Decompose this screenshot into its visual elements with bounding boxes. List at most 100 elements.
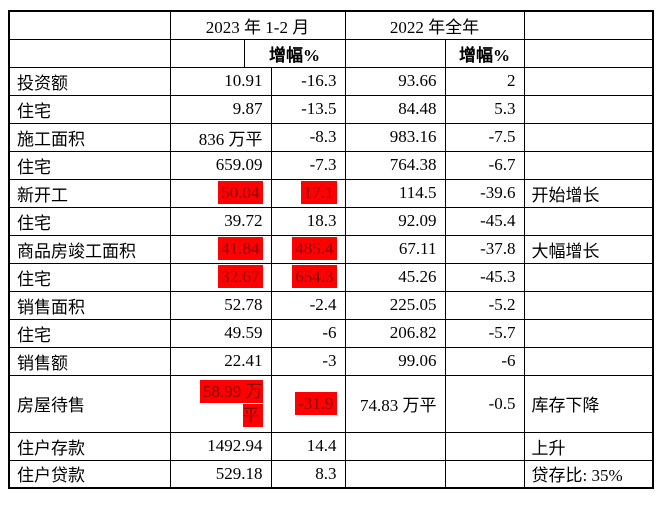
value-2023: 9.87 xyxy=(169,94,272,124)
growth-2023: -31.9 xyxy=(270,374,346,433)
growth-2023: 8.3 xyxy=(270,459,346,489)
growth-2023: -8.3 xyxy=(270,122,346,152)
value-2022: 74.83 万平 xyxy=(344,374,446,433)
value-2022: 92.09 xyxy=(344,206,446,236)
highlighted-value: 32.67 xyxy=(218,265,263,288)
header-row-periods: 2023 年 1-2 月 2022 年全年 xyxy=(8,10,654,40)
empty-cell xyxy=(523,38,654,68)
note xyxy=(523,290,654,320)
value-2022: 99.06 xyxy=(344,346,446,376)
row-label: 住宅 xyxy=(8,318,171,348)
growth-2023: 654.3 xyxy=(270,262,346,292)
value-2022: 983.16 xyxy=(344,122,446,152)
note: 库存下降 xyxy=(523,374,654,433)
table-row: 新开工 50.04 17.1 114.5 -39.6 开始增长 xyxy=(8,178,654,208)
growth-2022: 5.3 xyxy=(444,94,525,124)
row-label: 住宅 xyxy=(8,262,171,292)
highlighted-value: 17.1 xyxy=(300,181,337,204)
real-estate-stats-table: 2023 年 1-2 月 2022 年全年 增幅% 增幅% 投资额 10.91 … xyxy=(8,10,655,489)
growth-2023: 17.1 xyxy=(270,178,346,208)
row-label: 住宅 xyxy=(8,150,171,180)
growth-2023: -16.3 xyxy=(270,66,346,96)
growth-2022: -0.5 xyxy=(444,374,525,433)
table-row: 销售面积 52.78 -2.4 225.05 -5.2 xyxy=(8,290,654,320)
highlighted-value: 50.04 xyxy=(218,181,263,204)
note: 大幅增长 xyxy=(523,234,654,264)
table-row: 房屋待售 58.99 万平 -31.9 74.83 万平 -0.5 库存下降 xyxy=(8,374,654,433)
table-row: 销售额 22.41 -3 99.06 -6 xyxy=(8,346,654,376)
table-row: 住宅 49.59 -6 206.82 -5.7 xyxy=(8,318,654,348)
growth-2022: -37.8 xyxy=(444,234,525,264)
growth-2022: 2 xyxy=(444,66,525,96)
growth-2022: -45.4 xyxy=(444,206,525,236)
row-label: 销售额 xyxy=(8,346,171,376)
value-2022: 206.82 xyxy=(344,318,446,348)
note xyxy=(523,206,654,236)
growth-2023: 14.4 xyxy=(270,431,346,461)
note: 开始增长 xyxy=(523,178,654,208)
note xyxy=(523,262,654,292)
row-label: 住户存款 xyxy=(8,431,171,461)
value-2023: 1492.94 xyxy=(169,431,272,461)
note xyxy=(523,318,654,348)
note-header-cell xyxy=(523,10,654,40)
table-row: 住宅 659.09 -7.3 764.38 -6.7 xyxy=(8,150,654,180)
header-row-growth: 增幅% 增幅% xyxy=(8,38,654,68)
table-row: 商品房竣工面积 41.84 485.4 67.11 -37.8 大幅增长 xyxy=(8,234,654,264)
empty-cell xyxy=(169,38,245,68)
highlighted-value: -31.9 xyxy=(295,391,337,415)
table-row: 住宅 9.87 -13.5 84.48 5.3 xyxy=(8,94,654,124)
row-label: 住宅 xyxy=(8,206,171,236)
highlighted-value: 654.3 xyxy=(292,265,337,288)
value-2022: 764.38 xyxy=(344,150,446,180)
highlighted-value: 41.84 xyxy=(218,237,263,260)
value-2023: 22.41 xyxy=(169,346,272,376)
value-2023: 836 万平 xyxy=(169,122,272,152)
value-2022 xyxy=(344,459,446,489)
value-2023: 52.78 xyxy=(169,290,272,320)
table-row: 住户存款 1492.94 14.4 上升 xyxy=(8,431,654,461)
growth-2022: -5.2 xyxy=(444,290,525,320)
note: 贷存比: 35% xyxy=(523,459,654,489)
corner-cell xyxy=(8,10,171,40)
row-label: 新开工 xyxy=(8,178,171,208)
note xyxy=(523,66,654,96)
growth-2022: -6.7 xyxy=(444,150,525,180)
value-2022: 45.26 xyxy=(344,262,446,292)
period-2023-header: 2023 年 1-2 月 xyxy=(169,10,346,40)
note xyxy=(523,94,654,124)
row-label: 施工面积 xyxy=(8,122,171,152)
growth-2023: -3 xyxy=(270,346,346,376)
value-2023: 32.67 xyxy=(169,262,272,292)
value-2022: 114.5 xyxy=(344,178,446,208)
growth-2022: -6 xyxy=(444,346,525,376)
growth-2022: -7.5 xyxy=(444,122,525,152)
value-2022: 67.11 xyxy=(344,234,446,264)
growth-2023: 18.3 xyxy=(270,206,346,236)
row-label: 商品房竣工面积 xyxy=(8,234,171,264)
row-label: 销售面积 xyxy=(8,290,171,320)
table-row: 住宅 32.67 654.3 45.26 -45.3 xyxy=(8,262,654,292)
value-2023: 50.04 xyxy=(169,178,272,208)
value-2023: 10.91 xyxy=(169,66,272,96)
note xyxy=(523,122,654,152)
row-label: 投资额 xyxy=(8,66,171,96)
table-row: 住宅 39.72 18.3 92.09 -45.4 xyxy=(8,206,654,236)
growth-2023-header: 增幅% xyxy=(243,38,346,68)
highlighted-value: 485.4 xyxy=(292,237,337,260)
table-row: 施工面积 836 万平 -8.3 983.16 -7.5 xyxy=(8,122,654,152)
growth-2023: -7.3 xyxy=(270,150,346,180)
value-2022: 93.66 xyxy=(344,66,446,96)
highlighted-value: 58.99 万平 xyxy=(200,379,263,427)
table-row: 住户贷款 529.18 8.3 贷存比: 35% xyxy=(8,459,654,489)
empty-cell xyxy=(344,38,446,68)
value-2022: 225.05 xyxy=(344,290,446,320)
row-label: 房屋待售 xyxy=(8,374,171,433)
value-2022: 84.48 xyxy=(344,94,446,124)
row-label: 住宅 xyxy=(8,94,171,124)
growth-2023: 485.4 xyxy=(270,234,346,264)
empty-cell xyxy=(8,38,171,68)
value-2023: 49.59 xyxy=(169,318,272,348)
growth-2022: -45.3 xyxy=(444,262,525,292)
